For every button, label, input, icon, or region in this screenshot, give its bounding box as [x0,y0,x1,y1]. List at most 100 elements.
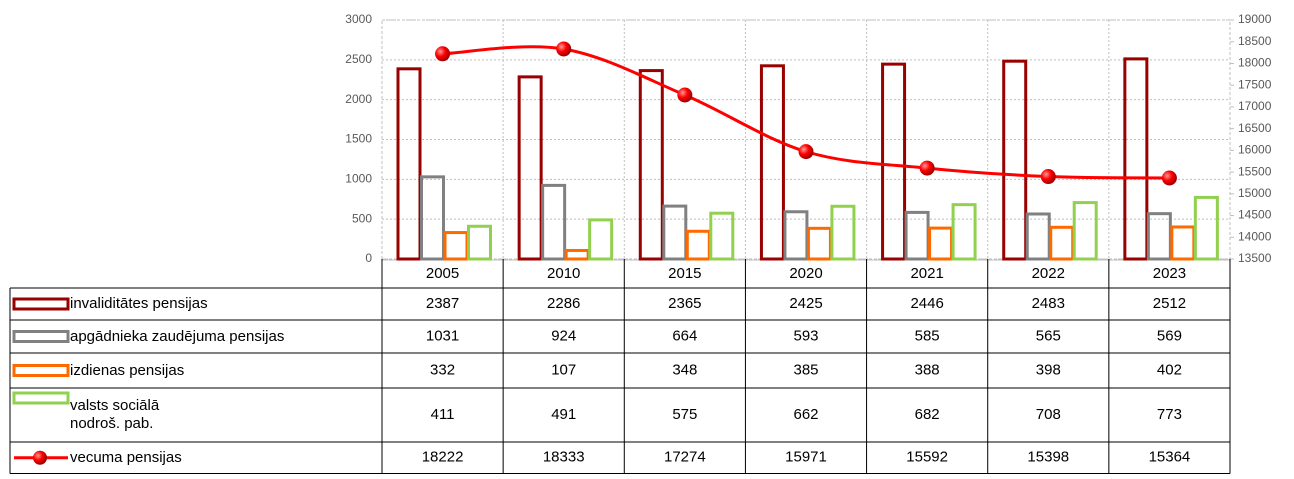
table-cell: 664 [672,327,697,344]
table-cell: 2446 [910,295,943,312]
x-tick-label: 2022 [1032,265,1065,282]
y2-tick-label: 15500 [1238,164,1272,178]
bar [541,183,567,261]
table-cell: 2425 [789,295,822,312]
table-cell: 332 [430,361,455,378]
legend-label: apgādnieka zaudējuma pensijas [70,327,285,345]
bar [1002,59,1028,261]
table-cell: 575 [672,406,697,423]
table-cell: 569 [1157,327,1182,344]
y2-tick-label: 16500 [1238,121,1272,135]
x-tick-label: 2023 [1153,265,1186,282]
x-tick-label: 2005 [426,265,459,282]
y2-tick-label: 13500 [1238,251,1272,265]
x-tick-label: 2015 [668,265,701,282]
bar [396,67,422,261]
table-cell: 491 [551,406,576,423]
table-cell: 388 [915,361,940,378]
y-tick-label: 1500 [345,132,372,146]
table-cell: 18222 [422,449,464,466]
bar [1025,212,1051,261]
table-cell: 924 [551,327,576,344]
table-cell: 662 [793,406,818,423]
table-cell: 2512 [1153,295,1186,312]
y2-tick-label: 18500 [1238,34,1272,48]
y2-tick-label: 19000 [1238,12,1272,26]
table-cell: 107 [551,361,576,378]
bar [904,210,930,261]
bar [420,175,445,261]
legend-swatch [12,297,70,311]
table-cell: 585 [915,327,940,344]
table-cell: 2387 [426,295,459,312]
y-tick-label: 2500 [345,52,372,66]
y2-tick-label: 18000 [1238,56,1272,70]
table-cell: 15592 [906,449,948,466]
y2-tick-label: 16000 [1238,143,1272,157]
line-marker [1161,170,1177,186]
table-cell: 402 [1157,361,1182,378]
legend-swatch-marker [33,450,47,465]
table-cell: 15398 [1027,449,1069,466]
bar [588,218,614,261]
bar [806,226,832,261]
table-cell: 773 [1157,406,1182,423]
table-cell: 2483 [1032,295,1065,312]
table-cell: 682 [915,406,940,423]
bar [709,211,735,261]
table-cell: 348 [672,361,697,378]
table-cell: 565 [1036,327,1061,344]
bar [1146,212,1172,261]
legend-swatch [12,391,70,405]
y-tick-label: 1000 [345,172,372,186]
table-cell: 385 [793,361,818,378]
line-marker [556,41,572,57]
y-tick-label: 0 [365,251,372,265]
y2-tick-label: 14500 [1238,208,1272,222]
x-tick-label: 2010 [547,265,580,282]
legend-label-box: izdienas pensijas [70,362,184,379]
legend-swatch [12,364,70,377]
bar [881,62,907,261]
bar [830,204,856,261]
table-cell: 398 [1036,361,1061,378]
x-tick-label: 2021 [910,265,943,282]
line-marker [919,160,935,176]
line-marker [1040,169,1056,185]
bar [517,75,543,261]
legend-label-box: valsts sociālā nodroš. pab. [70,397,160,432]
line-marker [677,87,693,103]
legend-swatch [12,330,70,343]
y-tick-label: 3000 [345,12,372,26]
table-cell: 411 [431,406,455,423]
bar [467,224,492,261]
bar [662,204,688,261]
bar [564,248,590,261]
y-tick-label: 500 [352,211,372,225]
table-cell: 15364 [1149,449,1191,466]
y-tick-label: 2000 [345,92,372,106]
table-cell: 1031 [426,327,459,344]
x-tick-label: 2020 [789,265,822,282]
y2-tick-label: 14000 [1238,229,1272,243]
bar [951,203,977,261]
bar [638,69,664,261]
line-marker [798,144,814,160]
legend-label-box: vecuma pensijas [70,449,182,466]
bar [1072,201,1098,261]
table-cell: 593 [793,327,818,344]
bar [928,226,954,261]
bar [1170,225,1196,261]
y2-tick-label: 17000 [1238,99,1272,113]
legend-label: invaliditātes pensijas [70,295,208,312]
table-cell: 17274 [664,449,706,466]
table-cell: 2286 [547,295,580,312]
line-marker [435,46,451,62]
table-cell: 15971 [785,449,827,466]
legend-label: valsts sociālā nodroš. pab. [70,397,160,432]
y2-tick-label: 17500 [1238,77,1272,91]
legend-label-box: apgādnieka zaudējuma pensijas [70,327,285,345]
bar [1123,57,1149,261]
bar [759,64,785,261]
